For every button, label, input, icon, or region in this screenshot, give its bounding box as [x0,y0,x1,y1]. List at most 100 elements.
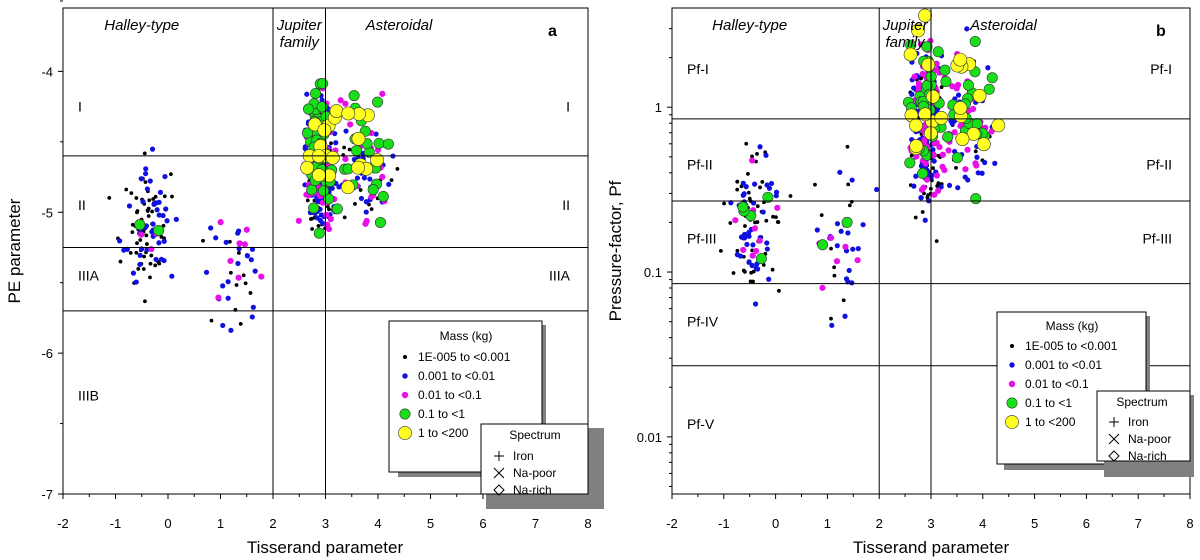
data-point [137,261,143,268]
data-point [931,166,935,171]
data-point [951,129,958,136]
data-point [911,183,917,189]
data-point [829,322,835,328]
data-point [235,260,241,267]
mass-legend-title: Mass (kg) [440,329,493,343]
data-point [936,144,943,151]
iron-symbol-icon [1109,417,1119,427]
data-point [922,217,928,223]
data-point [985,65,991,71]
mass-legend-label: 1E-005 to <0.001 [418,350,511,364]
x-tick-label: 3 [927,516,934,531]
data-point [766,185,773,191]
data-point [351,131,366,146]
data-point [743,224,747,228]
data-point [342,155,349,163]
data-point [855,246,861,252]
data-point [169,172,173,176]
panel-a-spectrum-legend: Spectrum Iron Na-poor Na-rich [480,423,604,509]
data-point [337,97,344,104]
data-point [153,224,165,236]
data-point [938,184,944,190]
data-point [351,145,363,157]
data-point [141,267,146,271]
data-point [931,191,938,198]
y-tick-label: 0.1 [644,265,662,280]
data-point [911,73,918,80]
data-point [306,184,318,196]
data-point [760,209,766,215]
mass-legend-label: 0.1 to <1 [418,407,465,421]
class-label-left: Pf-I [687,61,709,77]
data-point [991,118,1006,133]
data-point [934,110,949,125]
region-title: Halley-type [104,17,179,34]
panel-letter-a: a [548,23,557,40]
data-point [300,160,315,175]
region-title: Asteroidal [365,17,433,34]
data-point [367,176,373,182]
mass-legend-label: 0.1 to <1 [1025,396,1072,410]
data-point [329,104,344,118]
data-point [829,316,833,321]
spectrum-legend-label: Na-rich [1128,449,1167,463]
mass-legend-marker [1005,415,1019,429]
data-point [327,215,335,222]
x-tick-label: 5 [1031,516,1038,531]
data-point [143,299,147,304]
data-point [118,259,123,264]
class-label-left: IIIB [78,387,99,403]
mass-legend-items: 1E-005 to <0.001 0.001 to <0.01 0.01 to <0… [398,350,511,440]
x-tick-label: 4 [979,516,986,531]
mass-legend-marker [401,391,409,399]
data-point [395,167,400,171]
data-point [241,241,248,248]
data-point [347,121,354,128]
data-point [744,141,749,146]
data-point [718,248,723,253]
panel-b-y-axis-label: Pressure-factor, Pf [606,180,625,321]
data-point [236,246,242,252]
data-point [153,194,158,199]
data-point [146,214,151,218]
x-tick-label: 5 [427,516,434,531]
data-point [923,176,931,183]
data-point [342,100,349,107]
data-point [244,253,251,259]
data-point [832,265,837,270]
data-point [746,190,751,195]
data-point [169,273,175,279]
data-point [976,137,991,152]
data-point [833,258,841,265]
data-point [955,92,962,98]
data-point [920,184,927,191]
data-point [238,321,243,326]
data-point [788,194,793,198]
x-tick-label: 6 [479,516,486,531]
data-point [773,189,780,195]
data-point [305,198,310,203]
data-point [842,313,848,319]
data-point [311,168,326,183]
data-point [744,241,750,247]
mass-legend-label: 0.001 to <0.01 [1025,358,1102,372]
data-point [373,131,379,137]
data-point [377,190,389,202]
data-point [327,207,331,212]
data-point [128,250,133,255]
data-point [351,160,365,175]
mass-legend-label: 0.01 to <0.1 [418,388,482,402]
x-tick-label: 8 [1186,516,1193,531]
x-tick-label: -1 [718,516,730,531]
data-point [308,202,320,214]
data-point [353,202,357,206]
data-point [850,246,856,252]
class-label-left: Pf-IV [687,314,719,330]
data-point [323,193,335,205]
data-point [903,47,918,62]
data-point [295,217,302,224]
mass-legend-marker [1006,397,1018,409]
spectrum-legend-label: Na-poor [513,466,556,480]
mass-legend-label: 1 to <200 [418,426,469,440]
